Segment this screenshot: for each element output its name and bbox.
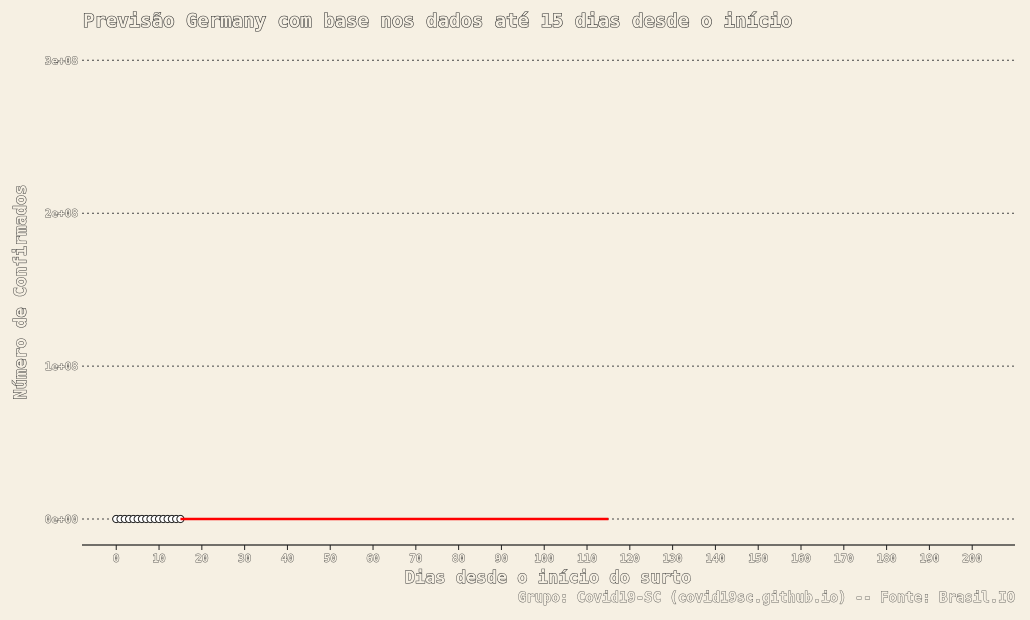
x-tick-label: 180	[877, 552, 897, 565]
x-tick-label: 150	[748, 552, 768, 565]
x-tick-label: 160	[791, 552, 811, 565]
x-tick-label: 100	[534, 552, 554, 565]
y-axis-title: Número de Confirmados	[11, 185, 31, 400]
grid-lines	[82, 59, 1015, 520]
y-tick-label: 1e+08	[45, 360, 78, 373]
x-tick-label: 30	[238, 552, 251, 565]
x-tick-label: 110	[577, 552, 597, 565]
x-tick-label: 70	[409, 552, 422, 565]
caption: Grupo: Covid19-SC (covid19sc.github.io) …	[518, 590, 1015, 606]
x-tick-label: 0	[113, 552, 120, 565]
x-axis-title: Dias desde o início do surto	[405, 568, 692, 588]
x-tick-label: 120	[620, 552, 640, 565]
x-tick-label: 50	[324, 552, 337, 565]
chart-title: Previsão Germany com base nos dados até …	[83, 10, 792, 32]
x-tick-label: 140	[705, 552, 725, 565]
x-tick-label: 10	[152, 552, 165, 565]
y-tick-label: 0e+00	[45, 513, 78, 526]
x-tick-label: 40	[281, 552, 294, 565]
x-tick-label: 200	[962, 552, 982, 565]
x-tick-label: 80	[452, 552, 465, 565]
x-tick-label: 130	[663, 552, 683, 565]
x-tick-label: 170	[834, 552, 854, 565]
series	[112, 514, 609, 524]
x-tick-label: 20	[195, 552, 208, 565]
x-tick-label: 90	[495, 552, 508, 565]
x-tick-label: 190	[919, 552, 939, 565]
axes: 0e+00 1e+08 2e+08 3e+08 0 10 20 30 40 50 60 70 80 90 1…	[45, 54, 1015, 565]
x-tick-label: 60	[366, 552, 379, 565]
y-tick-label: 3e+08	[45, 54, 78, 67]
y-tick-label: 2e+08	[45, 207, 78, 220]
